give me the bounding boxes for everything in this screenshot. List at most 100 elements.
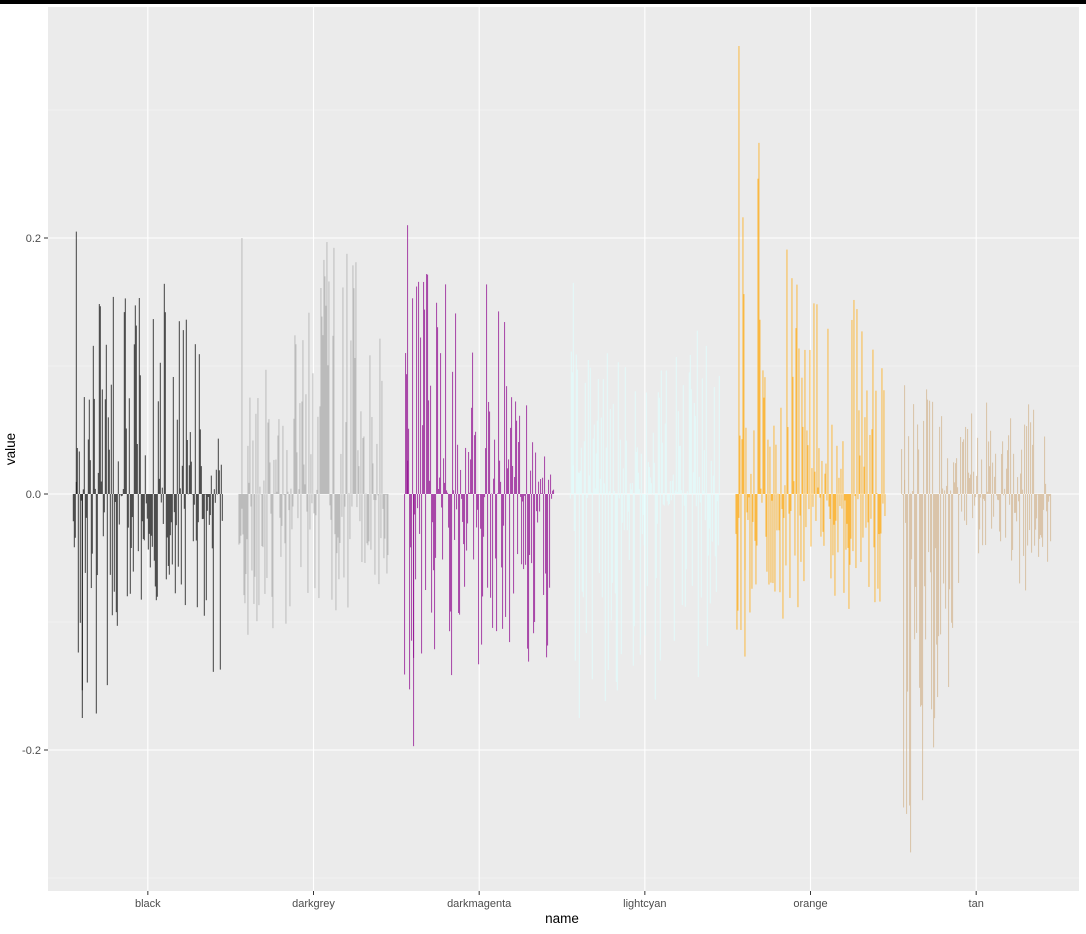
bar (702, 490, 704, 494)
bar (478, 494, 480, 665)
bar (553, 489, 555, 494)
bar (447, 492, 449, 494)
bar (746, 494, 748, 513)
bar (291, 494, 293, 530)
bar (155, 494, 157, 601)
bar (74, 494, 76, 538)
bar (819, 494, 821, 498)
bar (278, 419, 280, 494)
bar (634, 391, 636, 494)
bar (179, 488, 181, 494)
bar (1009, 494, 1011, 505)
bar (281, 494, 283, 526)
bar (208, 494, 210, 525)
bar (936, 494, 938, 645)
bar (427, 274, 429, 494)
bar (331, 494, 333, 600)
bar (970, 474, 972, 494)
bar (423, 281, 425, 494)
bar (489, 411, 491, 494)
bar (183, 494, 185, 509)
bar (158, 478, 160, 494)
bar (673, 494, 675, 641)
bar (384, 494, 386, 539)
bars-layer (72, 46, 1052, 853)
bar (324, 276, 326, 494)
bar (322, 335, 324, 494)
x-tick-label: tan (969, 898, 984, 910)
bar (595, 453, 597, 494)
bar (976, 475, 978, 494)
bar (82, 489, 84, 494)
bar (198, 354, 200, 494)
bar (375, 494, 377, 501)
bar (437, 327, 439, 494)
bar (908, 436, 910, 494)
bar (309, 494, 311, 530)
bar (650, 483, 652, 494)
bar (131, 494, 133, 518)
bar (472, 352, 474, 494)
bar (852, 494, 854, 552)
bar (840, 468, 842, 494)
bar (467, 494, 469, 524)
bar (758, 142, 760, 495)
bar (617, 362, 619, 494)
bar (308, 312, 310, 494)
bar (355, 262, 357, 494)
bar (160, 494, 162, 503)
bar (289, 494, 291, 607)
bar (280, 494, 282, 557)
bar (146, 494, 148, 519)
bar (833, 494, 835, 525)
bar (268, 419, 270, 494)
bar (410, 494, 412, 548)
bar (962, 441, 964, 494)
bar (448, 494, 450, 528)
bar (711, 494, 713, 542)
bar (460, 469, 462, 494)
bar (220, 464, 222, 494)
bar (846, 494, 848, 524)
bar (443, 458, 445, 494)
bar (792, 376, 794, 494)
bar (159, 362, 161, 494)
bar (144, 455, 146, 494)
bar (473, 494, 475, 560)
bar (661, 442, 663, 494)
bar (1049, 494, 1051, 497)
bar (438, 488, 440, 494)
bar (450, 494, 452, 612)
bar (172, 376, 174, 494)
bar (697, 494, 699, 678)
bar (607, 494, 609, 671)
bar (736, 494, 738, 630)
bar (700, 494, 702, 598)
bar (705, 345, 707, 494)
bar (209, 494, 211, 516)
bar (105, 344, 107, 494)
bar (184, 494, 186, 606)
bar (691, 494, 693, 586)
bar (1020, 473, 1022, 494)
bar (628, 494, 630, 561)
bar (354, 357, 356, 494)
bar (509, 494, 511, 643)
bar (578, 472, 580, 494)
bar (914, 494, 916, 640)
bar (319, 406, 321, 494)
bar (618, 494, 620, 499)
bar (669, 481, 671, 494)
bar (999, 494, 1001, 532)
bar (500, 481, 502, 494)
bar (112, 296, 114, 494)
bar (688, 372, 690, 494)
bar (982, 494, 984, 546)
bar-min (578, 494, 580, 718)
bar (241, 494, 243, 509)
bar (689, 354, 691, 494)
bar (132, 494, 134, 572)
bar (587, 359, 589, 494)
bar-group-black (72, 231, 223, 718)
bar (242, 494, 244, 535)
